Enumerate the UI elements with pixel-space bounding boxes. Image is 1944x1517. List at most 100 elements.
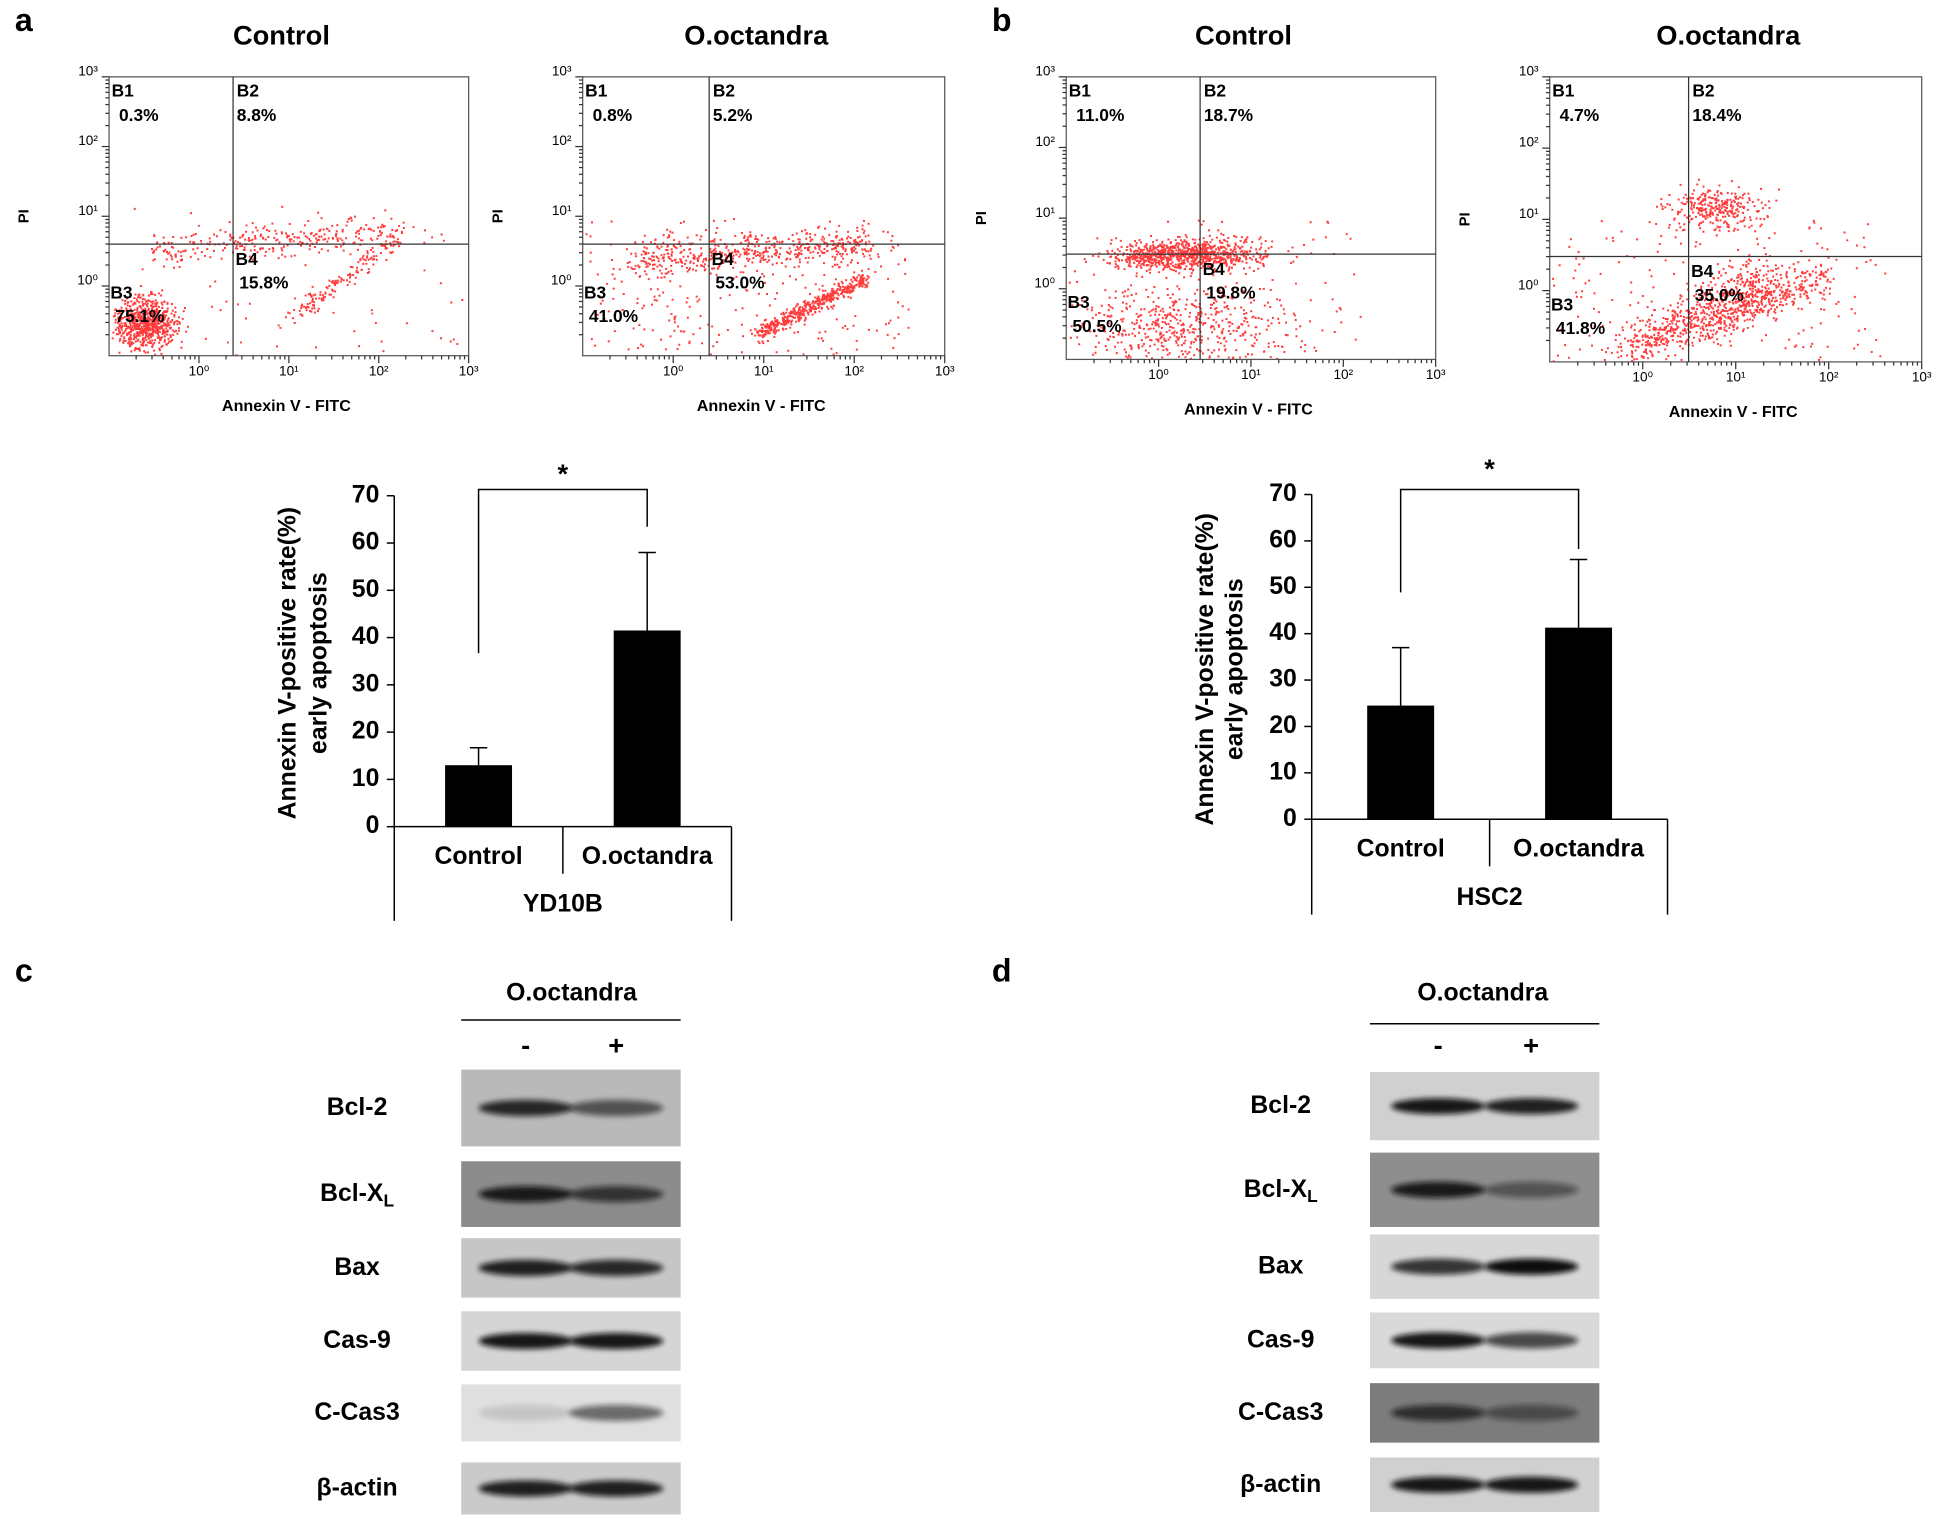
- y-tick-label: 30: [352, 670, 380, 697]
- panel-letter: b: [992, 2, 1012, 38]
- quadrant-percent: 53.0%: [715, 272, 764, 292]
- quadrant-name: B1: [1069, 80, 1092, 100]
- protein-label: Cas-9: [323, 1327, 391, 1354]
- protein-label: Bcl-2: [1250, 1092, 1311, 1119]
- y-tick-label: 50: [352, 576, 380, 603]
- y-tick-label: 10¹: [552, 203, 572, 218]
- y-tick-label: 70: [352, 481, 380, 508]
- y-tick-label: 50: [1269, 573, 1297, 600]
- protein-label: C-Cas3: [314, 1398, 399, 1425]
- x-tick-label: 10¹: [279, 363, 299, 378]
- y-tick-label: 10⁰: [551, 273, 572, 288]
- plot-title: Control: [1195, 19, 1292, 50]
- bar: [1367, 705, 1435, 820]
- blot-band: [569, 1186, 664, 1203]
- quadrant-percent: 41.8%: [1556, 318, 1605, 338]
- y-tick-label: 10: [1269, 758, 1297, 785]
- quadrant-name: B2: [1692, 80, 1714, 100]
- group-label: HSC2: [1457, 884, 1523, 911]
- bar: [445, 765, 513, 827]
- bar: [1545, 627, 1613, 820]
- blot-band: [1391, 1476, 1486, 1493]
- y-axis-label: PI: [974, 211, 990, 225]
- y-tick-label: 10³: [1519, 63, 1539, 78]
- x-axis-label: Annexin V - FITC: [1669, 403, 1798, 421]
- quadrant-percent: 75.1%: [115, 306, 164, 326]
- protein-name: C-Cas3: [1238, 1398, 1323, 1425]
- quadrant-percent: 18.7%: [1204, 105, 1253, 125]
- protein-name: Bcl-2: [1250, 1092, 1311, 1119]
- blot-band: [569, 1099, 664, 1117]
- protein-label: β-actin: [1240, 1470, 1321, 1497]
- panel-letter: d: [992, 952, 1012, 988]
- blot-band: [1484, 1404, 1579, 1421]
- blot-band: [1484, 1181, 1579, 1198]
- blot-band: [569, 1259, 664, 1276]
- x-axis-label: Annexin V - FITC: [1184, 400, 1313, 418]
- protein-name: Cas-9: [323, 1327, 391, 1354]
- y-tick-label: 10³: [78, 63, 98, 78]
- protein-name: Bcl-2: [327, 1094, 388, 1121]
- quadrant-percent: 35.0%: [1695, 285, 1744, 305]
- x-tick-label: O.octandra: [582, 843, 713, 870]
- y-tick-label: 40: [352, 623, 380, 650]
- quadrant-name: B1: [1552, 80, 1575, 100]
- quadrant-name: B3: [1067, 292, 1090, 312]
- y-axis-label: PI: [1457, 212, 1473, 226]
- y-tick-label: 10⁰: [1518, 277, 1539, 292]
- quadrant-percent: 18.4%: [1692, 105, 1741, 125]
- y-tick-label: 10²: [1035, 134, 1055, 149]
- panel-letter: a: [15, 2, 34, 38]
- x-tick-label: 10²: [369, 363, 389, 378]
- event-dots: [585, 218, 910, 357]
- protein-name: β-actin: [1240, 1470, 1321, 1497]
- blot-band: [1484, 1098, 1579, 1115]
- quadrant-name: B2: [1204, 80, 1226, 100]
- x-tick-label: Control: [1357, 836, 1445, 863]
- plot-title: O.octandra: [684, 19, 829, 50]
- x-tick-label: 10⁰: [189, 363, 210, 378]
- x-tick-label: 10³: [1912, 370, 1932, 385]
- significance-bracket: [1399, 488, 1580, 593]
- protein-name: C-Cas3: [314, 1398, 399, 1425]
- protein-name: Bcl-X: [320, 1180, 384, 1207]
- plot-title: O.octandra: [1656, 19, 1801, 50]
- lane-label: -: [1434, 1029, 1443, 1060]
- y-tick-label: 10²: [78, 133, 98, 148]
- x-tick-label: 10²: [1333, 367, 1353, 382]
- y-tick-label: 0: [1283, 805, 1297, 832]
- y-axis-label: Annexin V-positive rate(%): [274, 507, 301, 820]
- quadrant-name: B2: [713, 80, 735, 100]
- x-tick-label: 10³: [459, 363, 479, 378]
- protein-name: β-actin: [316, 1474, 397, 1501]
- quadrant-name: B1: [585, 80, 608, 100]
- y-tick-label: 30: [1269, 666, 1297, 693]
- blot-band: [478, 1332, 573, 1350]
- protein-label: C-Cas3: [1238, 1398, 1323, 1425]
- y-tick-label: 60: [352, 529, 380, 556]
- quadrant-percent: 15.8%: [239, 272, 288, 292]
- protein-subscript: L: [383, 1190, 394, 1210]
- quadrant-name: B4: [1203, 259, 1226, 279]
- blot-band: [478, 1259, 573, 1276]
- x-tick-label: Control: [435, 843, 523, 870]
- y-tick-label: 10⁰: [1034, 275, 1055, 290]
- group-label: YD10B: [523, 890, 603, 917]
- blot-band: [478, 1186, 573, 1203]
- y-tick-label: 10³: [1035, 63, 1055, 78]
- blot-band: [478, 1480, 573, 1497]
- blot-band: [1391, 1181, 1486, 1198]
- protein-name: Bax: [1258, 1252, 1304, 1279]
- treatment-label: O.octandra: [1417, 980, 1548, 1007]
- x-tick-label: 10²: [844, 363, 864, 378]
- x-tick-label: 10⁰: [663, 363, 684, 378]
- protein-label: Cas-9: [1247, 1326, 1315, 1353]
- x-axis-label: Annexin V - FITC: [697, 397, 826, 415]
- quadrant-name: B4: [1691, 261, 1714, 281]
- protein-label: Bcl-XL: [320, 1180, 394, 1210]
- quadrant-percent: 0.3%: [119, 105, 159, 125]
- lane-label: +: [608, 1029, 624, 1060]
- y-axis-label: PI: [490, 209, 506, 223]
- blot-band: [1391, 1258, 1486, 1275]
